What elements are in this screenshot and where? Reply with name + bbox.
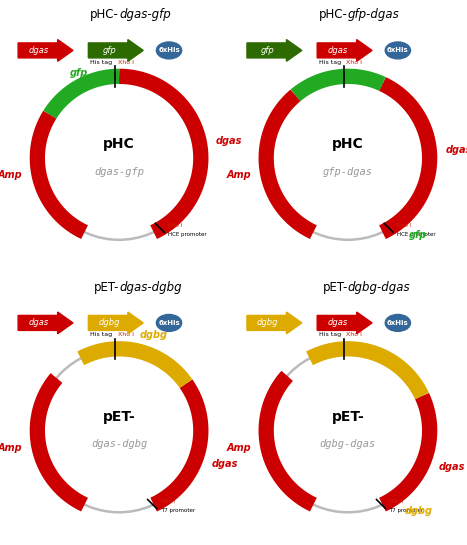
Ellipse shape (385, 314, 410, 331)
Text: Nde I: Nde I (389, 499, 404, 504)
Text: pHC: pHC (103, 137, 135, 152)
Text: dgas-dgbg: dgas-dgbg (119, 281, 182, 294)
Text: dgas: dgas (446, 144, 467, 154)
Text: 6xHis: 6xHis (387, 320, 409, 326)
Text: pET-: pET- (94, 281, 119, 294)
FancyArrow shape (317, 312, 372, 334)
Text: Amp: Amp (226, 443, 251, 452)
Text: dgas: dgas (328, 318, 348, 328)
Text: 6xHis: 6xHis (158, 47, 180, 53)
Text: pHC: pHC (332, 137, 364, 152)
Text: HCE promoter: HCE promoter (169, 232, 207, 237)
Text: T7 promoter: T7 promoter (161, 508, 195, 513)
Text: dgas: dgas (439, 462, 465, 473)
Text: HCE promoter: HCE promoter (397, 232, 436, 237)
Ellipse shape (156, 314, 182, 331)
Text: dgas: dgas (29, 318, 49, 328)
FancyArrow shape (317, 40, 372, 61)
Ellipse shape (156, 42, 182, 59)
FancyArrow shape (247, 40, 302, 61)
Text: His tag: His tag (319, 332, 341, 337)
Text: pHC-: pHC- (319, 8, 348, 21)
Text: His tag: His tag (319, 60, 341, 65)
Text: pET-: pET- (332, 410, 364, 424)
Text: dgas: dgas (29, 46, 49, 55)
FancyArrow shape (18, 40, 73, 61)
Text: gfp: gfp (102, 46, 116, 55)
FancyArrow shape (18, 312, 73, 334)
Text: T7 promoter: T7 promoter (389, 508, 424, 513)
Text: dgbg-dgas: dgbg-dgas (348, 281, 410, 294)
Text: Amp: Amp (0, 170, 22, 180)
Text: 6xHis: 6xHis (387, 47, 409, 53)
Text: dgbg: dgbg (140, 330, 168, 340)
Text: gfp: gfp (261, 46, 275, 55)
Text: 6xHis: 6xHis (158, 320, 180, 326)
FancyArrow shape (247, 312, 302, 334)
Text: gfp-dgas: gfp-dgas (348, 8, 400, 21)
Text: Nde I: Nde I (169, 222, 183, 227)
Text: gfp-dgas: gfp-dgas (323, 167, 373, 177)
Text: Amp: Amp (226, 170, 251, 180)
Text: dgas-gfp: dgas-gfp (119, 8, 171, 21)
Text: dgas-dgbg: dgas-dgbg (91, 439, 147, 449)
Text: dgas: dgas (216, 136, 242, 146)
Text: dgas: dgas (211, 459, 238, 469)
Text: Xho I: Xho I (347, 332, 362, 337)
Text: Xho I: Xho I (118, 60, 134, 65)
Text: Nde I: Nde I (161, 499, 175, 504)
Text: Amp: Amp (0, 443, 22, 452)
Text: dgas: dgas (328, 46, 348, 55)
Text: pHC-: pHC- (90, 8, 119, 21)
Text: gfp: gfp (408, 231, 426, 240)
Text: gfp: gfp (70, 68, 88, 78)
Text: Nde I: Nde I (397, 222, 411, 227)
Text: pET-: pET- (103, 410, 135, 424)
Text: dgbg-dgas: dgbg-dgas (320, 439, 376, 449)
Text: pET-: pET- (323, 281, 348, 294)
Text: Xho I: Xho I (347, 60, 362, 65)
FancyArrow shape (88, 40, 143, 61)
Text: dgas-gfp: dgas-gfp (94, 167, 144, 177)
Text: dgbg: dgbg (99, 318, 120, 328)
Text: His tag: His tag (90, 60, 112, 65)
Text: dgbg: dgbg (257, 318, 278, 328)
Text: dgbg: dgbg (404, 506, 432, 516)
Ellipse shape (385, 42, 410, 59)
FancyArrow shape (88, 312, 143, 334)
Text: His tag: His tag (90, 332, 112, 337)
Text: Xho I: Xho I (118, 332, 134, 337)
